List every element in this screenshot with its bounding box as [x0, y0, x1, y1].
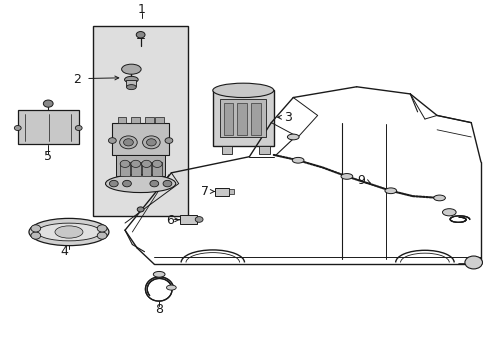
Ellipse shape — [150, 180, 158, 187]
Bar — [212, 90, 273, 146]
Text: 5: 5 — [44, 150, 52, 163]
Ellipse shape — [97, 225, 107, 232]
Ellipse shape — [142, 160, 151, 167]
Ellipse shape — [464, 256, 482, 269]
Ellipse shape — [164, 138, 172, 143]
Bar — [259, 146, 269, 154]
Ellipse shape — [137, 207, 144, 212]
Ellipse shape — [287, 134, 299, 140]
Bar — [152, 162, 162, 176]
Text: 3: 3 — [284, 111, 292, 124]
Ellipse shape — [29, 219, 109, 246]
Text: 8: 8 — [155, 303, 163, 316]
Text: 7: 7 — [200, 185, 208, 198]
Bar — [116, 155, 164, 176]
Ellipse shape — [31, 225, 41, 232]
Bar — [118, 117, 126, 123]
Bar — [112, 123, 168, 155]
Ellipse shape — [120, 136, 137, 149]
Bar — [126, 80, 136, 86]
Ellipse shape — [433, 195, 445, 201]
Ellipse shape — [146, 139, 156, 146]
Ellipse shape — [212, 83, 273, 98]
Bar — [120, 162, 130, 176]
Text: 6: 6 — [166, 214, 174, 227]
Bar — [131, 117, 140, 123]
Bar — [250, 103, 260, 135]
Ellipse shape — [142, 136, 160, 149]
Bar — [237, 103, 246, 135]
Ellipse shape — [43, 100, 53, 107]
Ellipse shape — [31, 232, 41, 239]
Ellipse shape — [105, 175, 175, 193]
Ellipse shape — [109, 180, 118, 187]
Ellipse shape — [97, 232, 107, 239]
Ellipse shape — [195, 217, 203, 222]
Ellipse shape — [153, 271, 164, 277]
Ellipse shape — [108, 138, 116, 143]
Text: 1: 1 — [138, 3, 146, 16]
Ellipse shape — [136, 32, 145, 38]
Ellipse shape — [152, 160, 162, 167]
Text: 2: 2 — [73, 73, 81, 86]
Bar — [145, 117, 154, 123]
Ellipse shape — [55, 226, 83, 238]
Ellipse shape — [75, 126, 82, 131]
Ellipse shape — [384, 188, 396, 194]
Bar — [142, 162, 151, 176]
Ellipse shape — [124, 76, 138, 83]
Bar — [223, 103, 233, 135]
Bar — [155, 117, 163, 123]
Bar — [179, 215, 196, 224]
Text: 4: 4 — [60, 245, 68, 258]
Bar — [215, 188, 228, 196]
Text: 9: 9 — [357, 174, 365, 186]
Ellipse shape — [122, 180, 131, 187]
Ellipse shape — [292, 157, 304, 163]
Ellipse shape — [340, 174, 352, 179]
Ellipse shape — [120, 160, 130, 167]
Bar — [220, 99, 266, 137]
Ellipse shape — [131, 160, 141, 167]
Bar — [131, 162, 141, 176]
Bar — [18, 110, 79, 144]
Ellipse shape — [126, 85, 136, 90]
Bar — [221, 146, 232, 154]
Bar — [228, 189, 233, 194]
Ellipse shape — [163, 180, 171, 187]
Ellipse shape — [166, 285, 176, 290]
Ellipse shape — [442, 209, 455, 216]
Ellipse shape — [37, 223, 101, 241]
Bar — [93, 26, 188, 216]
Ellipse shape — [123, 139, 133, 146]
Ellipse shape — [14, 126, 21, 131]
Ellipse shape — [122, 64, 141, 74]
